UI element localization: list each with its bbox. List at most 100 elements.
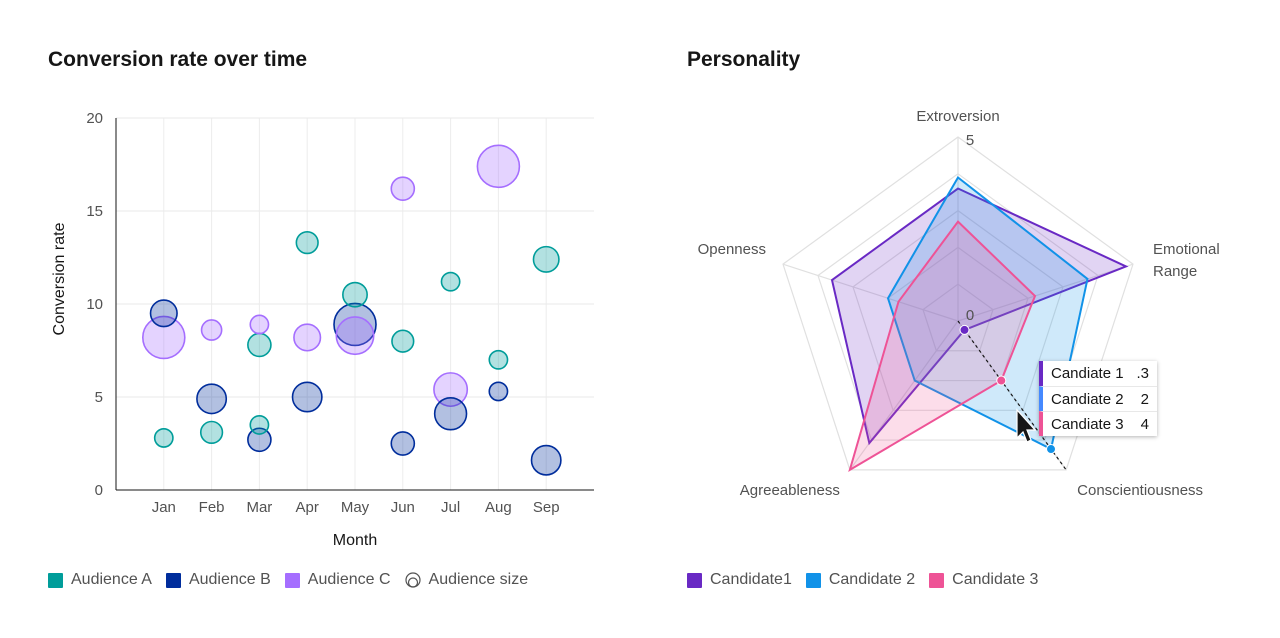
radar-axis-label-openness: Openness: [698, 241, 766, 258]
y-tick-label: 15: [86, 203, 103, 220]
y-tick-label: 10: [86, 296, 103, 313]
x-tick-label: Jul: [441, 499, 460, 516]
legend-item-audience-c[interactable]: Audience C: [284, 571, 391, 589]
bubble-audience-c: [476, 144, 521, 189]
y-tick-label: 20: [86, 110, 103, 127]
bubble-point: [295, 230, 319, 255]
bubble-point: [199, 420, 224, 444]
legend-item-audience-a[interactable]: Audience A: [48, 571, 152, 589]
legend-swatch-audience-c: [284, 572, 300, 588]
x-tick-label: Jun: [391, 499, 415, 516]
bubble-point: [488, 349, 509, 370]
tooltip-name: Candiate 3: [1051, 415, 1124, 433]
y-axis-title: Conversion rate: [51, 222, 68, 335]
radar-hover-point: [959, 324, 970, 335]
y-tick-label: 5: [95, 389, 103, 406]
legend-item-audience-size: Audience size: [404, 571, 529, 589]
bubble-point: [333, 302, 377, 347]
bubble-point: [142, 315, 186, 360]
bubble-audience-a: [391, 329, 415, 353]
bubble-audience-a: [153, 427, 174, 448]
radar-spoke: [957, 263, 1134, 322]
tooltip-name: Candiate 1: [1051, 365, 1124, 382]
bubble-point: [532, 245, 560, 273]
legend-item-candidate-2[interactable]: Candidate 2: [805, 571, 916, 589]
legend-label-audience-c: Audience C: [307, 571, 391, 588]
radar-tick-label: 5: [966, 132, 974, 149]
bubble-point: [488, 381, 509, 402]
x-tick-label: Apr: [296, 499, 319, 516]
bubble-audience-c: [433, 372, 469, 408]
bubble-chart-title: Conversion rate over time: [48, 48, 308, 71]
bubble-point: [247, 332, 272, 358]
bubble-audience-a: [249, 414, 270, 435]
bubble-audience-b: [333, 302, 377, 347]
bubble-audience-b: [149, 299, 178, 328]
bubble-point: [200, 319, 223, 341]
radar-axis-label-line: Agreeableness: [740, 482, 840, 499]
radar-legend: Candidate1 Candidate 2 Candidate 3: [687, 571, 1052, 589]
radar-axis-label-conscientiousness: Conscientiousness: [1077, 482, 1203, 499]
legend-swatch-candidate-3: [929, 572, 945, 588]
legend-label-audience-size: Audience size: [428, 571, 529, 588]
bubble-audience-b: [291, 381, 323, 413]
legend-label-audience-a: Audience A: [71, 571, 152, 588]
radar-axis-label-line: Conscientiousness: [1077, 482, 1203, 499]
bubble-point: [293, 323, 322, 352]
radar-grid-ring: [922, 283, 994, 352]
radar-hover-point: [1046, 444, 1057, 455]
radar-axis-label-agreeableness: Agreeableness: [740, 482, 840, 499]
x-tick-label: Jan: [152, 499, 176, 516]
bubble-point: [530, 444, 562, 476]
legend-label-audience-b: Audience B: [188, 571, 271, 588]
radar-axis-label-extroversion: Extroversion: [916, 108, 999, 125]
bubble-audience-a: [532, 245, 560, 273]
legend-item-candidate-3[interactable]: Candidate 3: [929, 571, 1038, 589]
radar-hover-point: [996, 375, 1007, 386]
tooltip-value: 2: [1140, 390, 1149, 408]
legend-item-audience-b[interactable]: Audience B: [165, 571, 271, 589]
tooltip-row-candidate-1: Candiate 1 .3: [1039, 361, 1157, 386]
bubble-audience-c: [142, 315, 186, 360]
bubble-audience-b: [433, 397, 468, 431]
tooltip-row-candidate-2: Candiate 2 2: [1039, 386, 1157, 411]
tooltip-row-candidate-3: Candiate 3 4: [1039, 411, 1157, 436]
bubble-point: [433, 397, 468, 431]
legend-swatch-candidate-1: [687, 572, 702, 588]
legend-swatch-audience-b: [165, 572, 181, 588]
bubble-point: [433, 372, 469, 408]
bubble-audience-b: [530, 444, 562, 476]
radar-grid-ring: [887, 246, 1029, 382]
bubble-point: [196, 383, 228, 415]
radar-grid-ring: [852, 209, 1064, 411]
bubble-point: [249, 414, 270, 435]
radar-tick-label: 0: [966, 307, 974, 324]
bubble-audience-a: [488, 349, 509, 370]
radar-axis-label-emotional-range: Emotional Range: [1153, 241, 1220, 280]
legend-swatch-audience-a: [48, 572, 63, 588]
legend-label-candidate-3: Candidate 3: [952, 571, 1039, 588]
x-axis-title: Month: [333, 532, 377, 549]
radar-series-candidate-3: [848, 220, 1037, 472]
bubble-point: [247, 427, 272, 453]
radar-chart-title: Personality: [687, 48, 801, 71]
legend-swatch-candidate-2: [805, 572, 821, 588]
bubble-audience-b: [196, 383, 228, 415]
x-tick-label: Mar: [246, 499, 272, 516]
x-tick-label: Feb: [199, 499, 225, 516]
radar-axis-label-line: Emotional: [1153, 241, 1220, 258]
legend-label-candidate-1: Candidate1: [710, 571, 792, 588]
bubble-audience-c: [200, 319, 223, 341]
bubble-chart: 0 5 10 15 20 Jan Feb Mar Apr May Jun Jul Aug Sep Month…: [51, 110, 594, 549]
y-tick-label: 0: [95, 482, 103, 499]
bubble-point: [390, 431, 416, 456]
tooltip-value: .3: [1136, 365, 1149, 382]
bubble-point: [342, 281, 368, 308]
x-tick-label: Aug: [485, 499, 512, 516]
legend-label-candidate-2: Candidate 2: [828, 571, 916, 588]
bubble-point: [149, 299, 178, 328]
tooltip-value: 4: [1140, 415, 1149, 433]
bubble-size-icon: [404, 572, 421, 588]
legend-item-candidate-1[interactable]: Candidate1: [687, 571, 792, 589]
bubble-audience-c: [293, 323, 322, 352]
